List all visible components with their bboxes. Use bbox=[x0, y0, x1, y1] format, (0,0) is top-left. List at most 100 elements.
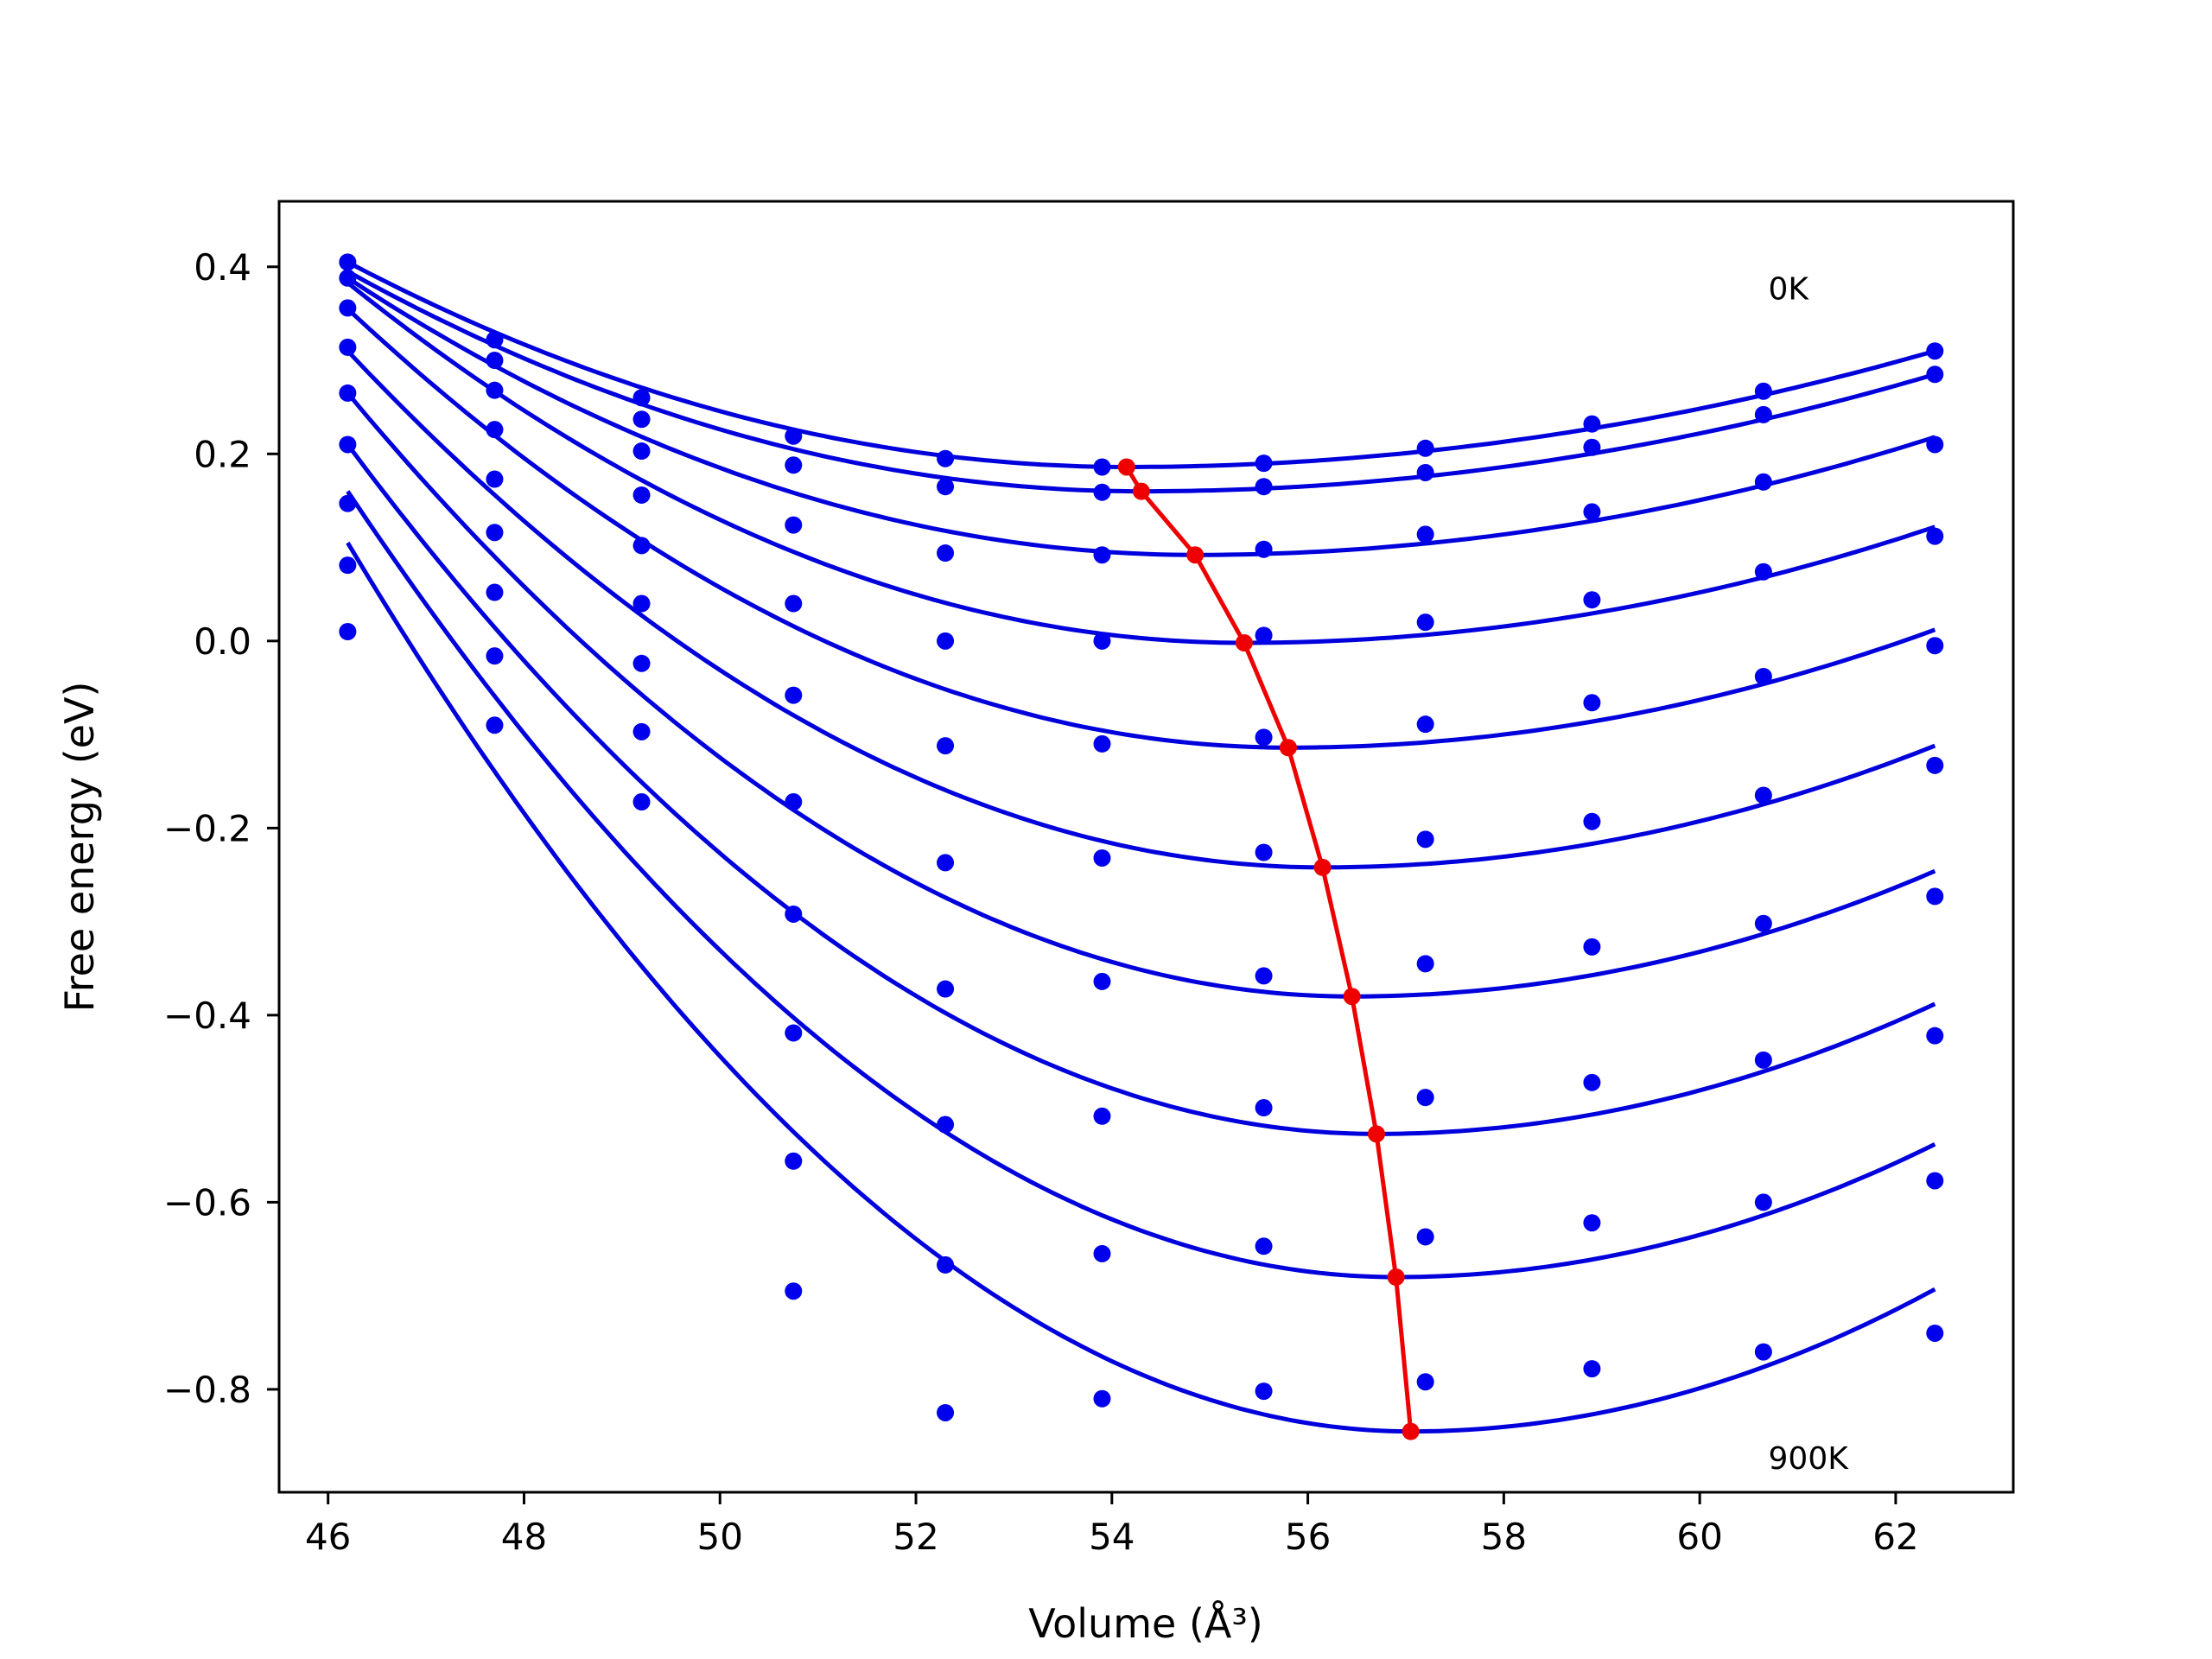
data-point bbox=[785, 1282, 803, 1300]
data-point bbox=[1583, 415, 1601, 433]
data-point bbox=[937, 737, 955, 755]
data-point bbox=[937, 1116, 955, 1134]
data-point bbox=[1093, 483, 1111, 501]
minimum-point bbox=[1117, 458, 1135, 476]
data-point bbox=[1255, 728, 1273, 747]
data-point bbox=[1926, 435, 1944, 454]
x-axis-label: Volume (Å³) bbox=[1028, 1600, 1263, 1647]
y-axis-label: Free energy (eV) bbox=[56, 682, 103, 1013]
y-tick-label: −0.6 bbox=[163, 1181, 251, 1224]
data-point bbox=[632, 594, 651, 613]
data-point bbox=[1255, 843, 1273, 861]
data-point bbox=[937, 632, 955, 650]
fit-curves bbox=[346, 260, 1936, 1434]
data-point bbox=[632, 442, 651, 461]
fit-curve-8 bbox=[346, 490, 1936, 1280]
data-point bbox=[785, 456, 803, 474]
data-point bbox=[1926, 756, 1944, 774]
x-axis: 46 48 50 52 54 56 58 60 62 bbox=[305, 1492, 1919, 1558]
data-point bbox=[1255, 478, 1273, 496]
data-point bbox=[1416, 613, 1434, 632]
x-tick-label: 52 bbox=[893, 1516, 938, 1558]
data-point bbox=[339, 494, 357, 512]
data-point bbox=[339, 253, 357, 271]
minimum-point bbox=[1186, 546, 1205, 564]
annotation-1: 900K bbox=[1769, 1441, 1850, 1477]
data-point bbox=[785, 594, 803, 613]
data-point bbox=[632, 722, 651, 741]
data-point bbox=[1926, 527, 1944, 545]
x-tick-label: 58 bbox=[1481, 1516, 1527, 1558]
data-point bbox=[1093, 849, 1111, 867]
data-point bbox=[1093, 734, 1111, 753]
data-point bbox=[1416, 715, 1434, 734]
fit-curve-9 bbox=[346, 541, 1936, 1434]
data-point bbox=[1926, 365, 1944, 384]
y-tick-label: −0.4 bbox=[163, 995, 251, 1037]
data-point bbox=[785, 1024, 803, 1042]
minimum-point bbox=[1402, 1422, 1420, 1440]
data-point bbox=[1926, 887, 1944, 906]
data-point bbox=[785, 686, 803, 704]
data-point bbox=[1754, 786, 1772, 804]
data-point bbox=[486, 647, 504, 665]
fit-curve-5 bbox=[346, 349, 1936, 870]
data-point bbox=[1583, 812, 1601, 830]
data-point bbox=[486, 716, 504, 734]
data-point bbox=[1926, 1324, 1944, 1342]
data-point bbox=[1583, 503, 1601, 521]
data-point bbox=[1416, 955, 1434, 973]
data-point bbox=[339, 338, 357, 356]
data-point bbox=[486, 381, 504, 399]
data-point bbox=[1754, 473, 1772, 491]
data-point bbox=[937, 1255, 955, 1274]
minimum-point bbox=[1343, 988, 1361, 1006]
data-point bbox=[937, 1403, 955, 1421]
data-point bbox=[1926, 637, 1944, 655]
data-point bbox=[1754, 1343, 1772, 1361]
data-point bbox=[1416, 1228, 1434, 1246]
data-point bbox=[486, 352, 504, 370]
data-point bbox=[1754, 667, 1772, 685]
data-point bbox=[1255, 967, 1273, 985]
data-point bbox=[1093, 1107, 1111, 1125]
data-point bbox=[632, 537, 651, 555]
annotations: 0K 900K bbox=[1769, 272, 1850, 1477]
minimum-point bbox=[1313, 858, 1332, 876]
data-point bbox=[1754, 405, 1772, 423]
data-point bbox=[1583, 438, 1601, 456]
data-point bbox=[339, 556, 357, 575]
data-point bbox=[1926, 1172, 1944, 1190]
data-point bbox=[937, 478, 955, 496]
plot-frame bbox=[277, 200, 2015, 1494]
data-point bbox=[1583, 591, 1601, 609]
x-tick-label: 50 bbox=[697, 1516, 743, 1558]
data-point bbox=[339, 384, 357, 402]
y-tick-label: 0.0 bbox=[194, 620, 251, 663]
minimum-point bbox=[1367, 1125, 1385, 1143]
data-points bbox=[339, 253, 1944, 1421]
data-point bbox=[1093, 458, 1111, 476]
minimum-line-path bbox=[1124, 466, 1414, 1432]
data-point bbox=[339, 435, 357, 454]
data-point bbox=[937, 449, 955, 467]
data-point bbox=[1093, 546, 1111, 564]
data-point bbox=[1754, 914, 1772, 932]
data-point bbox=[632, 654, 651, 672]
data-point bbox=[785, 1152, 803, 1170]
data-point bbox=[937, 980, 955, 998]
data-point bbox=[1093, 1244, 1111, 1262]
data-point bbox=[937, 854, 955, 872]
annotation-0: 0K bbox=[1769, 272, 1810, 308]
data-point bbox=[785, 427, 803, 445]
data-point bbox=[486, 421, 504, 439]
fit-curve-3 bbox=[346, 281, 1936, 645]
data-point bbox=[1754, 1051, 1772, 1069]
data-point bbox=[1255, 1382, 1273, 1401]
fit-curve-7 bbox=[346, 442, 1936, 1136]
y-tick-label: 0.4 bbox=[194, 246, 251, 289]
data-point bbox=[937, 544, 955, 563]
data-point bbox=[339, 623, 357, 640]
data-point bbox=[1754, 382, 1772, 400]
